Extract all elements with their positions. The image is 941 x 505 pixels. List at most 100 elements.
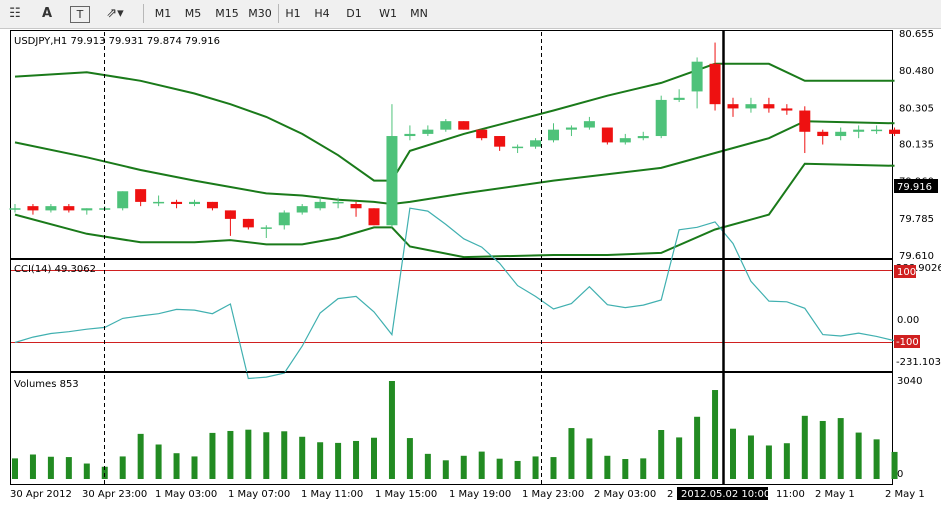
grid-menu-icon[interactable]: ☷ <box>9 6 21 21</box>
bullish-candle <box>117 191 129 209</box>
bearish-candle <box>817 131 829 137</box>
volume-bar <box>891 451 898 479</box>
bullish-candle <box>45 206 57 211</box>
bearish-candle <box>799 110 811 132</box>
volume-bar <box>640 458 647 479</box>
timeframe-mn-button[interactable]: MN <box>410 7 428 20</box>
volume-bar <box>101 466 108 479</box>
bullish-candle <box>619 138 631 143</box>
time-axis-label: 1 May 03:00 <box>155 489 217 500</box>
volume-bar <box>209 432 216 479</box>
bullish-candle <box>691 61 703 92</box>
bearish-candle <box>27 206 39 211</box>
bullish-candle <box>673 97 685 100</box>
volume-bar <box>783 443 790 479</box>
bullish-candle <box>422 129 434 134</box>
volume-bar <box>299 436 306 479</box>
bullish-candle <box>548 129 559 141</box>
volume-bar <box>550 457 557 479</box>
volume-bar <box>676 437 683 479</box>
volume-pane-title: Volumes 853 <box>14 379 79 390</box>
time-axis-label: 30 Apr 23:00 <box>82 489 147 500</box>
bullish-candle <box>655 99 667 137</box>
bullish-candle <box>745 104 757 109</box>
volume-bar <box>712 390 719 479</box>
volume-bar <box>460 455 467 479</box>
bullish-candle <box>853 129 865 132</box>
price-pane-title: USDJPY,H1 79.913 79.931 79.874 79.916 <box>14 36 220 47</box>
volume-bar <box>353 440 360 479</box>
volume-bar <box>568 428 575 479</box>
volume-bar <box>478 451 485 479</box>
bearish-candle <box>476 129 488 139</box>
cci-axis-top: 288.9026 <box>896 263 941 274</box>
price-pane: USDJPY,H1 79.913 79.931 79.874 79.916 80… <box>9 29 938 262</box>
bearish-candle <box>224 210 236 219</box>
timeframe-m1-button[interactable]: M1 <box>154 7 172 20</box>
timeframe-h1-button[interactable]: H1 <box>285 7 301 20</box>
volume-bar <box>837 418 844 479</box>
timeframe-w1-button[interactable]: W1 <box>379 7 397 20</box>
bullish-candle <box>189 201 200 205</box>
time-axis-label: 1 May 07:00 <box>228 489 290 500</box>
text-label-icon[interactable]: A <box>41 6 53 21</box>
bearish-candle <box>350 204 362 209</box>
volume-bar <box>514 460 521 479</box>
volume-bar <box>245 429 252 479</box>
volume-bar <box>424 453 431 479</box>
bullish-candle <box>386 136 398 226</box>
volume-bar <box>137 433 144 479</box>
price-chart[interactable]: USDJPY,H1 79.913 79.931 79.874 79.916 80… <box>0 28 941 505</box>
time-axis-label: 1 May 11:00 <box>301 489 363 500</box>
volume-bar <box>12 458 18 479</box>
bullish-candle <box>835 131 847 137</box>
time-cursor-marker <box>677 487 768 500</box>
volume-bar <box>801 415 808 479</box>
bearish-candle <box>368 208 380 226</box>
time-axis-label: 2 <box>667 489 673 500</box>
price-pane-frame <box>10 30 893 260</box>
bullish-candle <box>314 201 326 209</box>
price-axis-label: 80.305 <box>899 103 934 114</box>
timeframe-m15-button[interactable]: M15 <box>215 7 239 20</box>
time-axis-label: 11:00 <box>776 489 805 500</box>
current-price-label: 79.916 <box>897 182 932 193</box>
text-box-icon[interactable]: T <box>70 6 90 23</box>
volume-bar <box>855 432 862 479</box>
cci-pane-frame <box>10 258 893 372</box>
volume-bar <box>730 428 736 479</box>
bullish-candle <box>278 212 290 226</box>
volume-pane-frame <box>10 372 893 485</box>
bearish-candle <box>242 218 254 228</box>
volume-bar <box>191 456 198 479</box>
bullish-candle <box>440 121 452 130</box>
bullish-candle <box>583 121 595 128</box>
volume-bar <box>622 459 629 479</box>
volume-bar <box>586 438 593 479</box>
bullish-candle <box>565 127 577 130</box>
timeframe-d1-button[interactable]: D1 <box>346 7 362 20</box>
volume-bar <box>29 454 36 479</box>
timeframe-h4-button[interactable]: H4 <box>314 7 330 20</box>
volume-bar <box>747 435 754 479</box>
arrows-tool-icon[interactable]: ⇗▾ <box>106 6 124 21</box>
bullish-candle <box>260 227 272 229</box>
bullish-candle <box>637 136 649 139</box>
timeframe-m30-button[interactable]: M30 <box>248 7 272 20</box>
time-axis-label: 1 May 15:00 <box>375 489 437 500</box>
bearish-candle <box>458 121 470 130</box>
bullish-candle <box>332 201 344 204</box>
bearish-candle <box>206 201 218 209</box>
bearish-candle <box>171 201 183 205</box>
volume-bar <box>406 438 413 479</box>
price-axis-label: 79.785 <box>899 214 934 225</box>
volume-pane: Volumes 853 3040 0 <box>10 372 922 485</box>
bollinger-upper-band <box>14 62 895 182</box>
cci-series-line <box>14 207 895 380</box>
time-axis-label: 30 Apr 2012 <box>10 489 72 500</box>
current-price-marker <box>894 179 938 193</box>
cci-axis-bottom: -231.103 <box>896 357 941 368</box>
time-axis-label: 1 May 23:00 <box>522 489 584 500</box>
time-axis-label: 2 May 1 <box>885 489 925 500</box>
timeframe-m5-button[interactable]: M5 <box>184 7 202 20</box>
